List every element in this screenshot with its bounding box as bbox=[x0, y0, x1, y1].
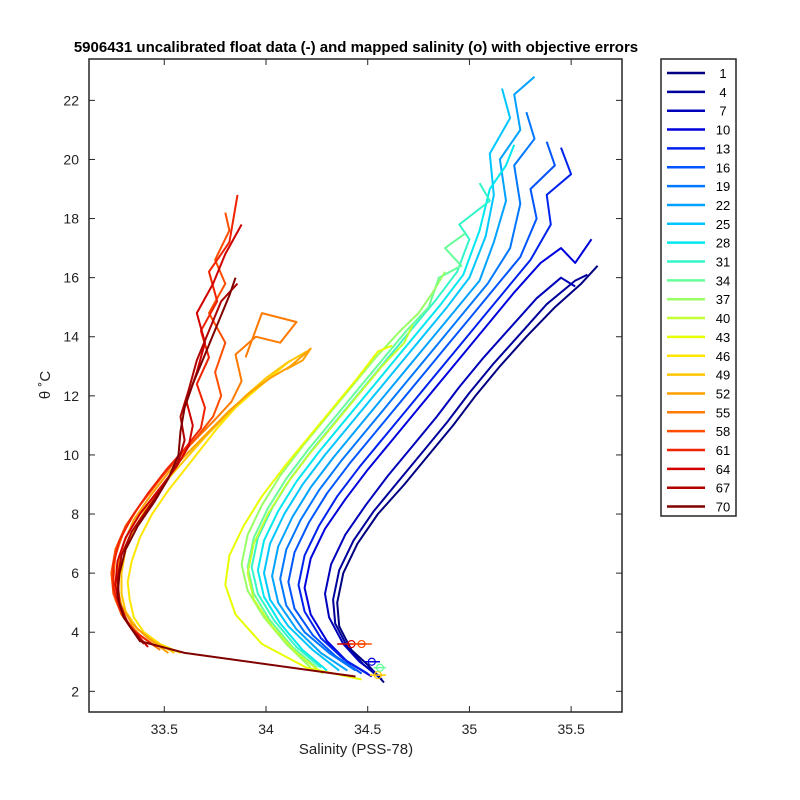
x-tick-label: 34 bbox=[258, 721, 274, 737]
series-line-46 bbox=[126, 359, 292, 654]
x-axis-label: Salinity (PSS-78) bbox=[299, 741, 413, 758]
series-line-13 bbox=[297, 147, 573, 675]
legend-label-49: 49 bbox=[716, 368, 730, 383]
mapped-point-1 bbox=[357, 639, 366, 649]
legend-label-10: 10 bbox=[716, 123, 730, 138]
legend-label-34: 34 bbox=[716, 273, 730, 288]
legend-label-1: 1 bbox=[719, 66, 726, 81]
legend-label-67: 67 bbox=[716, 481, 730, 496]
legend-label-37: 37 bbox=[716, 292, 730, 307]
series-line-25 bbox=[263, 88, 512, 672]
y-tick-label: 2 bbox=[71, 683, 79, 699]
plot-area bbox=[89, 59, 622, 712]
legend-label-16: 16 bbox=[716, 160, 730, 175]
legend: 1 4 7 10 13 16 19 22 25 28 31 34 37 40 43 46 49 52 55 58 61 6… bbox=[660, 58, 737, 517]
y-tick-label: 10 bbox=[63, 447, 79, 463]
legend-label-4: 4 bbox=[719, 85, 726, 100]
series-line-7 bbox=[324, 276, 576, 678]
legend-items: 1 4 7 10 13 16 19 22 25 28 31 34 37 40 43 46 49 52 55 58 61 6… bbox=[667, 66, 730, 515]
legend-box bbox=[660, 58, 737, 517]
legend-label-43: 43 bbox=[716, 330, 730, 345]
y-tick-label: 6 bbox=[71, 565, 79, 581]
series-line-61 bbox=[112, 194, 239, 645]
y-tick-label: 20 bbox=[63, 151, 79, 167]
legend-label-28: 28 bbox=[716, 236, 730, 251]
series-line-4 bbox=[332, 273, 588, 681]
y-axis-ticks: 2 4 6 8 10 12 14 16 18 20 22 bbox=[63, 92, 622, 699]
legend-label-7: 7 bbox=[719, 104, 726, 119]
plot-frame bbox=[88, 58, 623, 713]
y-tick-label: 18 bbox=[63, 211, 79, 227]
series-layer bbox=[110, 75, 599, 684]
x-axis-ticks: 33.5 34 34.5 35 35.5 bbox=[151, 59, 585, 737]
series-line-28 bbox=[256, 144, 516, 672]
legend-label-46: 46 bbox=[716, 349, 730, 364]
legend-label-25: 25 bbox=[716, 217, 730, 232]
series-line-1 bbox=[336, 265, 599, 684]
series-line-19 bbox=[279, 111, 536, 672]
legend-label-64: 64 bbox=[716, 462, 730, 477]
series-line-40 bbox=[246, 324, 414, 675]
legend-label-13: 13 bbox=[716, 141, 730, 156]
chart-title: 5906431 uncalibrated float data (-) and … bbox=[74, 39, 638, 56]
legend-label-61: 61 bbox=[716, 443, 730, 458]
series-line-10 bbox=[303, 238, 593, 678]
y-tick-label: 16 bbox=[63, 270, 79, 286]
mapped-point-2 bbox=[373, 670, 382, 680]
y-tick-label: 12 bbox=[63, 388, 79, 404]
x-tick-label: 35.5 bbox=[558, 721, 585, 737]
legend-label-22: 22 bbox=[716, 198, 730, 213]
legend-label-52: 52 bbox=[716, 386, 730, 401]
legend-label-19: 19 bbox=[716, 179, 730, 194]
legend-label-58: 58 bbox=[716, 424, 730, 439]
series-line-22 bbox=[271, 75, 536, 672]
series-line-43 bbox=[224, 344, 393, 681]
x-tick-label: 33.5 bbox=[151, 721, 178, 737]
legend-label-31: 31 bbox=[716, 255, 730, 270]
y-tick-label: 8 bbox=[71, 506, 79, 522]
mapped-points-layer bbox=[337, 639, 387, 680]
y-tick-label: 14 bbox=[63, 329, 79, 345]
y-axis-label: θ ˚C bbox=[37, 371, 54, 400]
y-tick-label: 4 bbox=[71, 624, 79, 640]
legend-label-70: 70 bbox=[716, 500, 730, 515]
series-line-70 bbox=[116, 277, 356, 678]
y-tick-label: 22 bbox=[63, 92, 79, 108]
legend-label-40: 40 bbox=[716, 311, 730, 326]
series-line-64 bbox=[114, 224, 243, 648]
mapped-point-3 bbox=[367, 657, 376, 666]
series-line-16 bbox=[287, 141, 556, 675]
legend-label-55: 55 bbox=[716, 405, 730, 420]
mapped-point-4 bbox=[375, 663, 385, 672]
x-tick-label: 35 bbox=[462, 721, 478, 737]
x-tick-label: 34.5 bbox=[354, 721, 381, 737]
